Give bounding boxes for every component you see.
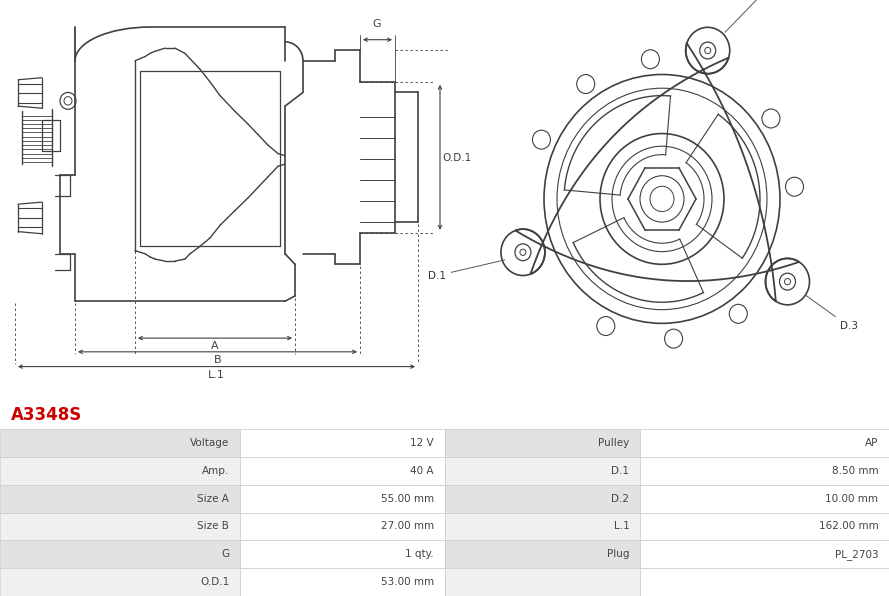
Bar: [0, 541, 240, 568]
Text: 53.00 mm: 53.00 mm: [380, 577, 434, 587]
Text: D.1: D.1: [428, 260, 505, 281]
Text: Pulley: Pulley: [598, 438, 629, 448]
Bar: [0, 568, 240, 596]
Text: 12 V: 12 V: [410, 438, 434, 448]
Bar: [640, 485, 889, 513]
Bar: [240, 457, 444, 485]
Bar: [444, 457, 640, 485]
Text: 162.00 mm: 162.00 mm: [819, 522, 878, 532]
Text: O.D.1: O.D.1: [200, 577, 229, 587]
Bar: [0, 513, 240, 541]
Bar: [240, 541, 444, 568]
Text: 55.00 mm: 55.00 mm: [380, 493, 434, 504]
Bar: [0, 429, 240, 457]
Bar: [240, 429, 444, 457]
Text: 27.00 mm: 27.00 mm: [380, 522, 434, 532]
Text: L.1: L.1: [613, 522, 629, 532]
Text: G: G: [372, 19, 381, 29]
Text: PL_2703: PL_2703: [835, 549, 878, 560]
Bar: [240, 485, 444, 513]
Text: Voltage: Voltage: [190, 438, 229, 448]
Text: L.1: L.1: [207, 370, 224, 380]
Text: D.2: D.2: [612, 493, 629, 504]
Bar: [444, 541, 640, 568]
Text: 8.50 mm: 8.50 mm: [832, 466, 878, 476]
Bar: [640, 513, 889, 541]
Text: Amp.: Amp.: [202, 466, 229, 476]
Text: A: A: [212, 342, 219, 351]
Bar: [444, 513, 640, 541]
Bar: [640, 568, 889, 596]
Text: D.3: D.3: [805, 295, 858, 331]
Text: D.1: D.1: [612, 466, 629, 476]
Text: Size B: Size B: [197, 522, 229, 532]
Bar: [444, 568, 640, 596]
Text: O.D.1: O.D.1: [442, 153, 471, 163]
Bar: [0, 457, 240, 485]
Bar: [240, 568, 444, 596]
Bar: [444, 429, 640, 457]
Bar: [640, 457, 889, 485]
Bar: [640, 429, 889, 457]
Text: D.2: D.2: [725, 0, 786, 32]
Bar: [444, 485, 640, 513]
Text: Size A: Size A: [197, 493, 229, 504]
Text: AP: AP: [865, 438, 878, 448]
Text: G: G: [221, 550, 229, 559]
Text: B: B: [214, 355, 222, 365]
Bar: [0, 485, 240, 513]
Bar: [640, 541, 889, 568]
Text: A3348S: A3348S: [11, 406, 82, 424]
Text: 1 qty.: 1 qty.: [405, 550, 434, 559]
Bar: [240, 513, 444, 541]
Text: 40 A: 40 A: [411, 466, 434, 476]
Text: Plug: Plug: [607, 550, 629, 559]
Text: 10.00 mm: 10.00 mm: [825, 493, 878, 504]
